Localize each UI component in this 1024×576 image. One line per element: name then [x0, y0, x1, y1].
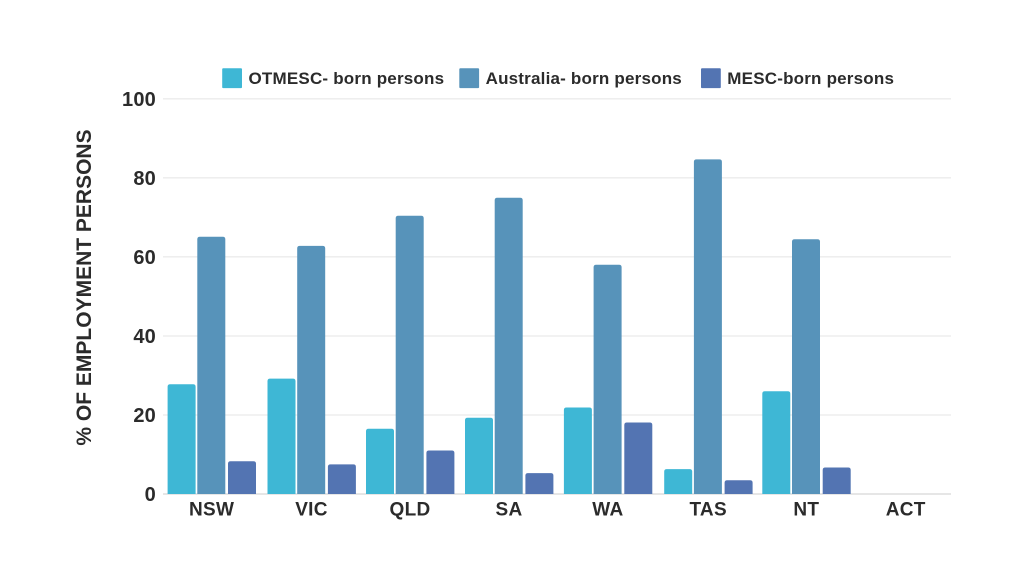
- svg-text:VIC: VIC: [295, 500, 328, 521]
- svg-text:WA: WA: [592, 500, 623, 521]
- svg-text:100: 100: [122, 89, 156, 111]
- svg-text:0: 0: [145, 484, 156, 506]
- svg-text:% OF EMPLOYMENT PERSONS: % OF EMPLOYMENT PERSONS: [73, 129, 96, 445]
- svg-text:Australia- born persons: Australia- born persons: [486, 69, 682, 88]
- svg-text:40: 40: [133, 326, 156, 348]
- svg-text:NT: NT: [793, 500, 819, 521]
- svg-text:ACT: ACT: [886, 500, 926, 521]
- svg-text:OTMESC- born persons: OTMESC- born persons: [249, 69, 445, 88]
- svg-text:60: 60: [133, 247, 156, 269]
- svg-text:SA: SA: [496, 500, 523, 521]
- svg-text:QLD: QLD: [389, 500, 430, 521]
- svg-text:NSW: NSW: [189, 500, 234, 521]
- svg-text:80: 80: [133, 168, 156, 190]
- svg-text:TAS: TAS: [689, 500, 727, 521]
- svg-text:MESC-born persons: MESC-born persons: [727, 69, 894, 88]
- svg-text:20: 20: [133, 405, 156, 427]
